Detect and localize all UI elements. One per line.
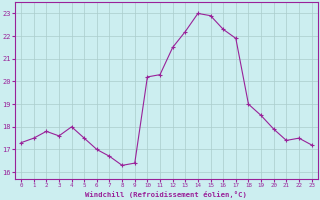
- X-axis label: Windchill (Refroidissement éolien,°C): Windchill (Refroidissement éolien,°C): [85, 191, 247, 198]
